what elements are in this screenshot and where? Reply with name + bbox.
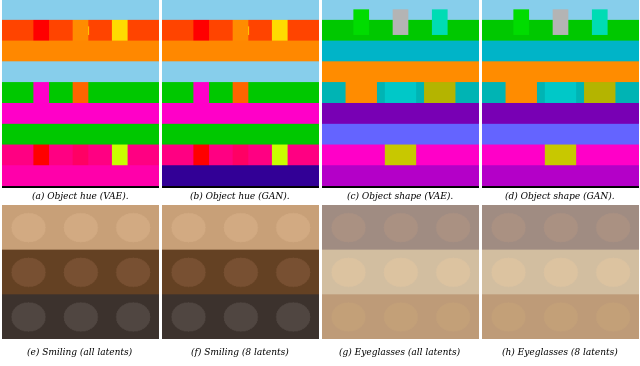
Text: (f) Smiling (8 latents): (f) Smiling (8 latents) <box>191 348 289 357</box>
Text: (a) Object hue (VAE).: (a) Object hue (VAE). <box>32 192 128 201</box>
Text: (c) Object shape (VAE).: (c) Object shape (VAE). <box>347 192 453 201</box>
Text: (b) Object hue (GAN).: (b) Object hue (GAN). <box>190 192 290 201</box>
Text: (g) Eyeglasses (all latents): (g) Eyeglasses (all latents) <box>339 348 461 357</box>
Text: (d) Object shape (GAN).: (d) Object shape (GAN). <box>505 192 615 201</box>
Text: (e) Smiling (all latents): (e) Smiling (all latents) <box>28 348 132 357</box>
Text: (h) Eyeglasses (8 latents): (h) Eyeglasses (8 latents) <box>502 348 618 357</box>
